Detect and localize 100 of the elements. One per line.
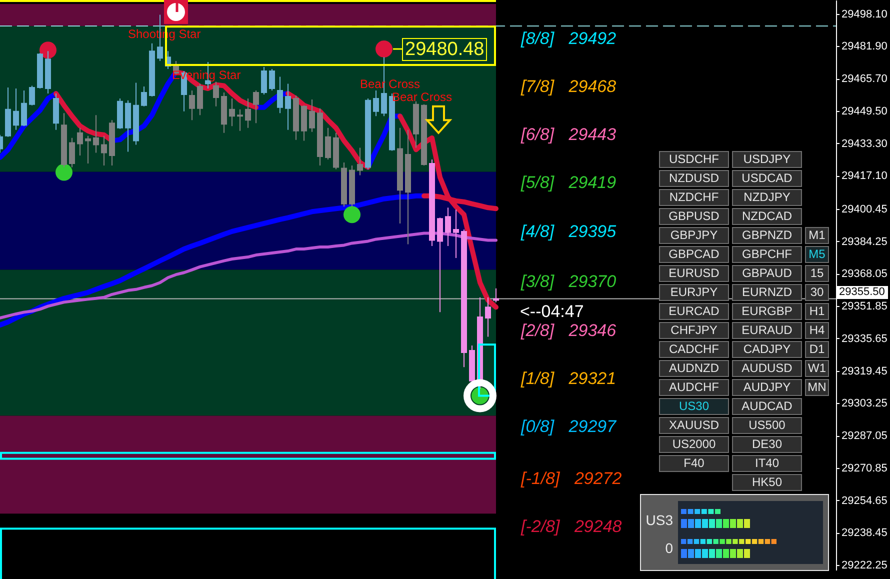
candlestick [21,90,27,127]
y-tick-label: 29417.10 [842,170,888,182]
candlestick [85,135,91,164]
text: XAUUSD [659,417,729,434]
text: [5/8] 29419 [521,173,616,192]
text: [7/8] 29468 [521,76,616,96]
candlestick [277,76,283,114]
y-tick-label: 29368.05 [842,268,888,280]
text: AUDJPY [732,379,802,396]
text: EURJPY [659,284,729,301]
text: 30 [805,284,829,301]
text: US500 [732,417,802,434]
text: H4 [805,322,829,339]
text: W1 [805,360,829,377]
candlestick [285,83,291,130]
text: NZDCAD [732,208,802,225]
text: USDCAD [732,170,802,187]
candlestick [29,85,35,106]
candlestick [437,217,443,313]
point [343,206,361,224]
text: US30 [659,398,729,415]
y-tick-label: 29270.85 [842,462,888,474]
text: EURGBP [732,303,802,320]
y-tick-label: 29498.10 [842,8,888,20]
candlestick [93,114,99,154]
text: CADCHF [659,341,729,358]
candlestick [453,209,459,259]
annotation: 29480.48 [402,38,488,62]
text: IT40 [732,455,802,472]
text: NZDCHF [659,189,729,206]
y-tick-label: 29254.65 [842,494,888,507]
text: EURCAD [659,303,729,320]
text: AUDNZD [659,360,729,377]
text: M1 [805,227,829,244]
ref-line-label: 29355.50 [836,286,888,299]
candlestick [101,135,107,166]
y-tick-label: 29449.50 [842,105,888,118]
text: [0/8] 29297 [521,417,616,436]
candlestick [245,98,251,128]
annotation: [8/8] 29492 [521,28,616,48]
candlestick [13,88,19,130]
candlestick [141,86,147,107]
text: F40 [659,455,729,472]
text: NZDUSD [659,170,729,187]
candlestick [229,98,235,127]
candlestick [197,83,203,116]
text: US2000 [659,436,729,453]
text: <--04:47 [520,302,584,322]
candlestick [269,68,275,92]
text: [3/8] 29370 [521,272,616,291]
candlestick [445,207,451,247]
candlestick [485,296,491,338]
candlestick [69,137,75,168]
text: EURNZD [732,284,802,301]
y-tick-label: 29222.25 [842,560,888,572]
text: GBPJPY [659,227,729,244]
text: GBPCAD [659,246,729,263]
text: AUDUSD [732,360,802,377]
text: GBPCHF [732,246,802,263]
text: DE30 [732,436,802,453]
annotation: Bear Cross [392,90,452,104]
y-tick-label: 29335.65 [842,332,888,345]
text: MN [805,379,829,396]
candlestick [309,99,315,132]
candlestick [189,90,195,121]
y-tick-label: 29303.25 [842,398,888,410]
text: AUDCAD [732,398,802,415]
y-tick-label: 29238.45 [842,527,888,540]
y-tick-label: 29433.30 [842,138,888,150]
text: [2/8] 29346 [521,320,616,340]
y-tick-label: 29400.45 [842,203,888,216]
text: USDCHF [659,151,729,168]
candlestick [237,108,243,132]
text: 0 [664,540,673,556]
y-tick-label: 29351.85 [842,300,888,313]
y-tick-label: 29465.70 [842,73,888,86]
point [375,40,393,58]
candlestick [325,127,331,160]
text: AUDCHF [659,379,729,396]
text: CHFJPY [659,322,729,339]
candlestick [261,66,267,96]
text: HK50 [732,474,802,491]
text: NZDJPY [732,189,802,206]
text: GBPUSD [659,208,729,225]
text: US3 [644,512,673,528]
text: GBPAUD [732,265,802,282]
text: CADJPY [732,341,802,358]
y-tick-label: 29481.90 [842,40,888,53]
point [55,164,73,181]
text: [-1/8] 29272 [521,468,622,488]
text: [1/8] 29321 [521,369,616,388]
y-tick-label: 29319.45 [842,365,888,378]
candlestick [77,127,83,156]
text: [-2/8] 29248 [521,516,622,536]
candlestick [253,90,259,124]
y-tick-label: 29287.05 [842,430,888,442]
text: USDJPY [732,151,802,168]
y-tick-label: 29384.25 [842,236,888,248]
text: D1 [805,341,829,358]
text: [4/8] 29395 [521,222,616,242]
